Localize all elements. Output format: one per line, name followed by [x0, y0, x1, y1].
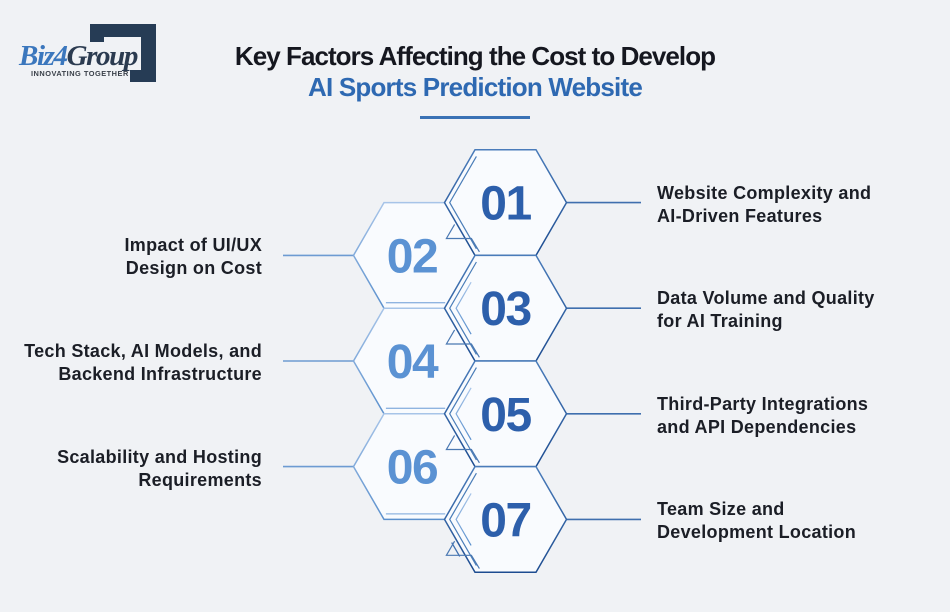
svg-text:07: 07 [480, 494, 530, 547]
svg-text:06: 06 [387, 442, 437, 495]
svg-text:03: 03 [480, 283, 530, 336]
svg-text:02: 02 [387, 230, 437, 283]
svg-text:INNOVATING TOGETHER: INNOVATING TOGETHER [31, 69, 129, 78]
svg-text:Biz4Group: Biz4Group [18, 40, 138, 72]
svg-text:05: 05 [480, 389, 531, 442]
svg-text:04: 04 [387, 336, 439, 389]
svg-text:01: 01 [480, 178, 531, 231]
